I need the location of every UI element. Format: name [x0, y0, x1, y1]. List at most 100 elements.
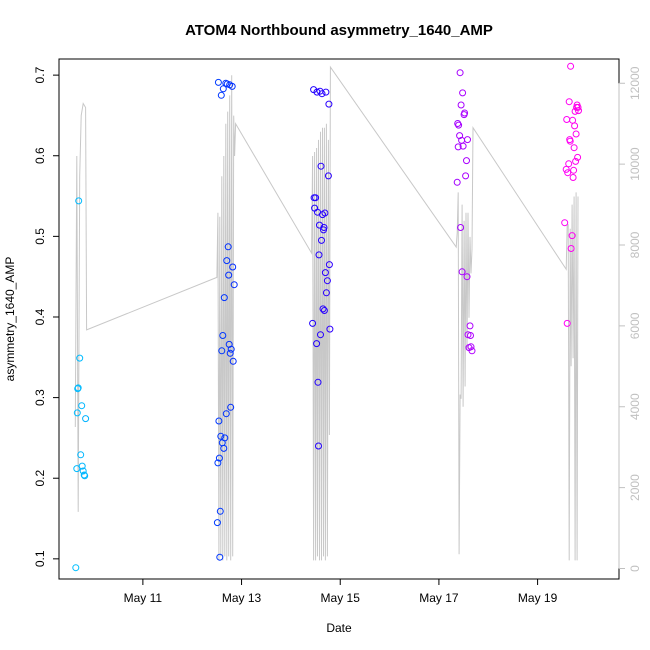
data-point: [74, 384, 82, 392]
data-point: [220, 294, 228, 302]
scatter-points-layer: [72, 62, 582, 572]
data-point: [462, 172, 470, 180]
data-point: [562, 165, 570, 173]
data-point: [563, 319, 571, 327]
data-point: [463, 273, 471, 281]
right-axis-series-line: [74, 65, 579, 561]
data-point: [321, 269, 329, 277]
data-point: [318, 236, 325, 244]
y2-tick-label: 0: [628, 565, 642, 572]
y-tick-label: 0.7: [33, 66, 47, 83]
data-point: [571, 122, 579, 130]
data-point: [228, 82, 236, 90]
data-point: [455, 121, 463, 129]
y2-tick-label: 6000: [628, 312, 642, 339]
y2-tick-label: 12000: [628, 66, 642, 100]
y-axis-label: asymmetry_1640_AMP: [3, 257, 17, 382]
data-point: [457, 224, 465, 231]
data-point: [572, 157, 580, 165]
data-point: [565, 98, 573, 106]
x-axis-label: Date: [326, 621, 352, 635]
data-point: [229, 263, 237, 271]
data-point: [574, 103, 582, 111]
data-point: [457, 101, 465, 109]
data-point: [574, 153, 582, 161]
y2-tick-label: 10000: [628, 147, 642, 181]
data-point: [72, 564, 80, 572]
data-point: [218, 347, 226, 355]
data-point: [230, 281, 238, 289]
right-axis-series-layer: [74, 65, 579, 561]
data-point: [320, 224, 328, 231]
data-point: [217, 91, 225, 99]
data-point: [459, 89, 467, 97]
data-point: [77, 451, 85, 459]
data-point: [320, 307, 328, 314]
data-point: [569, 174, 577, 181]
data-point: [322, 289, 330, 297]
data-point: [219, 85, 227, 93]
data-point: [314, 378, 322, 386]
data-point: [321, 209, 329, 217]
data-point: [315, 251, 323, 259]
data-point: [213, 519, 221, 527]
data-point: [216, 507, 224, 515]
data-point: [216, 553, 224, 561]
data-point: [325, 261, 333, 269]
data-point: [319, 305, 327, 313]
y2-tick-label: 8000: [628, 231, 642, 258]
data-point: [463, 157, 470, 165]
data-point: [224, 243, 232, 251]
y-tick-label: 0.4: [33, 308, 47, 325]
y-tick-label: 0.1: [33, 550, 47, 567]
data-point: [453, 178, 461, 186]
data-point: [317, 162, 325, 170]
data-point: [461, 109, 469, 117]
y-axis: 0.1 0.2 0.3 0.4 0.5 0.6 0.7: [33, 66, 59, 567]
data-point: [570, 166, 578, 174]
data-point: [565, 160, 573, 168]
data-point: [222, 79, 230, 87]
data-point: [323, 277, 331, 285]
data-point: [73, 409, 81, 417]
data-point: [468, 347, 476, 355]
data-point: [219, 332, 227, 339]
data-point: [76, 354, 84, 362]
data-point: [312, 194, 320, 202]
data-point: [570, 144, 578, 152]
x-tick-label: May 15: [321, 591, 361, 605]
data-point: [217, 432, 225, 440]
data-point: [322, 88, 330, 96]
data-point: [466, 322, 474, 330]
data-point: [309, 319, 317, 327]
data-point: [226, 349, 234, 357]
data-point: [81, 472, 89, 480]
data-point: [75, 197, 83, 205]
data-point: [222, 410, 230, 418]
data-point: [229, 357, 237, 365]
data-point: [467, 332, 474, 339]
data-point: [227, 345, 235, 353]
x-tick-label: May 13: [222, 591, 262, 605]
y-tick-label: 0.2: [33, 470, 47, 487]
data-point: [575, 107, 582, 115]
data-point: [454, 143, 462, 151]
y2-axis: 0 2000 4000 6000 8000 10000 12000: [618, 66, 642, 572]
data-point: [215, 417, 223, 425]
y2-tick-label: 2000: [628, 474, 642, 501]
data-point: [315, 442, 322, 450]
data-point: [467, 343, 475, 351]
data-point: [464, 136, 471, 144]
data-point: [223, 257, 231, 265]
chart-title: ATOM4 Northbound asymmetry_1640_AMP: [185, 22, 493, 39]
data-point: [227, 403, 235, 411]
data-point: [567, 62, 575, 70]
x-axis: May 11 May 13 May 15 May 17 May 19: [124, 579, 558, 605]
y2-tick-label: 4000: [628, 393, 642, 420]
data-point: [458, 268, 466, 276]
data-point: [568, 232, 576, 240]
data-point: [325, 100, 333, 108]
data-point: [459, 142, 467, 150]
data-point: [564, 169, 572, 177]
